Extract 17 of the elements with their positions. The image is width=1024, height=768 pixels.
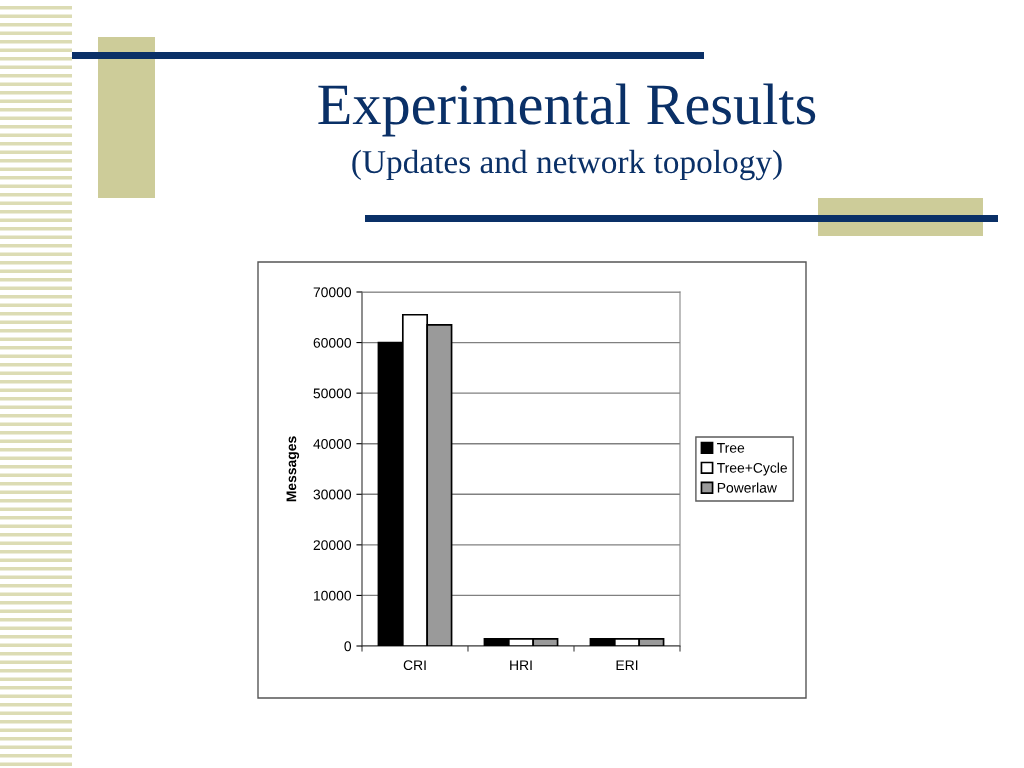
y-tick-label: 0: [344, 641, 352, 652]
y-tick-label: 20000: [313, 540, 352, 551]
x-tick-label: CRI: [403, 660, 426, 671]
y-tick-label: 60000: [313, 337, 352, 348]
chart-title: Experimental Results: [318, 83, 816, 137]
y-tick-label: 30000: [313, 489, 352, 500]
y-tick-label: 10000: [314, 590, 352, 601]
chart-subtitle: (Updates and network topology): [352, 149, 782, 181]
y-tick-label: 70000: [313, 287, 352, 298]
y-tick-label: 50000: [313, 388, 352, 399]
legend-label: Tree: [717, 443, 745, 453]
x-tick-label: ERI: [616, 660, 638, 670]
legend-label: Tree+Cycle: [717, 462, 787, 476]
x-tick-label: HRI: [510, 660, 532, 670]
y-tick-label: 40000: [313, 439, 352, 449]
legend-label: Powerlaw: [717, 482, 777, 493]
y-axis-title: Messages: [286, 436, 300, 502]
